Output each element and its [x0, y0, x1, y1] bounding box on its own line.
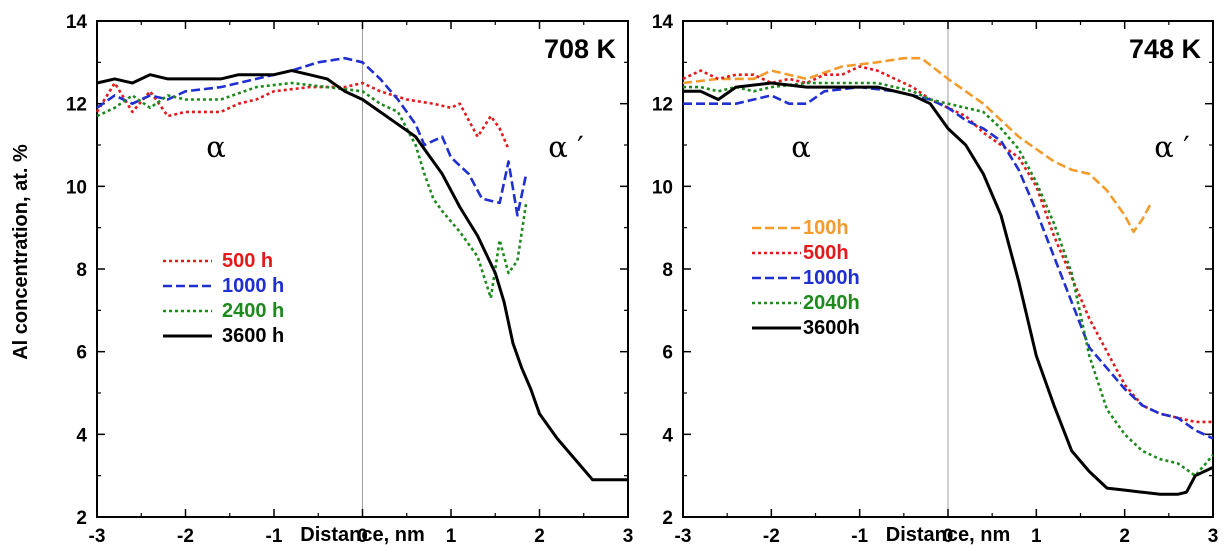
- y-tick-label: 4: [662, 425, 673, 446]
- series-line-1000h: [683, 85, 1214, 440]
- y-tick-label: 14: [66, 12, 88, 33]
- legend-label: 500 h: [222, 250, 273, 272]
- series-line-3600h: [683, 81, 1214, 496]
- annotation-alpha: α: [206, 130, 226, 164]
- series-line-100h: [682, 56, 1153, 234]
- chart-title: 708 K: [544, 34, 617, 64]
- series-line-2400h: [96, 81, 528, 300]
- x-tick-label: 0: [357, 526, 368, 545]
- y-tick-label: 10: [66, 177, 87, 198]
- series-line-500h: [95, 81, 510, 150]
- legend-label: 100h: [803, 217, 849, 239]
- y-tick-label: 12: [652, 95, 673, 116]
- legend-label: 3600 h: [222, 325, 284, 347]
- x-tick-label: 2: [1119, 526, 1130, 545]
- legend-label: 2040h: [803, 292, 860, 314]
- x-tick-label: 3: [1208, 526, 1219, 545]
- x-tick-label: 1: [446, 526, 457, 545]
- y-tick-label: 8: [662, 260, 673, 281]
- y-tick-label: 2: [76, 508, 87, 529]
- y-tick-label: 12: [66, 95, 87, 116]
- legend-label: 2400 h: [222, 300, 284, 322]
- series-line-3600h: [96, 69, 628, 482]
- series-line-2040h: [683, 81, 1214, 477]
- y-tick-label: 6: [76, 343, 87, 364]
- x-tick-label: -1: [851, 526, 868, 545]
- legend-label: 1000h: [803, 267, 860, 289]
- legend-label: 500h: [803, 242, 849, 264]
- y-tick-label: 10: [652, 177, 673, 198]
- x-tick-label: -2: [177, 526, 194, 545]
- x-tick-label: 2: [534, 526, 545, 545]
- y-tick-label: 8: [76, 260, 87, 281]
- x-axis-label: Distance, nm: [300, 524, 424, 545]
- y-tick-label: 4: [76, 425, 87, 446]
- x-tick-label: 0: [943, 526, 954, 545]
- chart-panel-2: -3 -2 -1 0 1 2 32468101214100h500h1000h2040h36…: [652, 12, 1218, 545]
- x-tick-label: 3: [623, 526, 634, 545]
- y-axis-label: Al concentration, at. %: [10, 144, 32, 360]
- x-tick-label: -2: [763, 526, 780, 545]
- legend-label: 3600h: [803, 317, 860, 339]
- y-tick-label: 6: [662, 343, 673, 364]
- x-tick-label: -1: [266, 526, 283, 545]
- y-tick-label: 14: [652, 12, 674, 33]
- annotation-alpha-prime: α ′: [548, 130, 583, 164]
- legend-label: 1000 h: [222, 275, 284, 297]
- series-line-1000h: [96, 56, 528, 217]
- annotation-alpha: α: [791, 130, 811, 164]
- x-tick-label: -3: [675, 526, 692, 545]
- x-tick-label: -3: [89, 526, 106, 545]
- x-tick-label: 1: [1031, 526, 1042, 545]
- y-tick-label: 2: [662, 508, 673, 529]
- annotation-alpha-prime: α ′: [1154, 130, 1189, 164]
- x-axis-label: Distance, nm: [886, 524, 1010, 545]
- chart-title: 748 K: [1129, 34, 1202, 64]
